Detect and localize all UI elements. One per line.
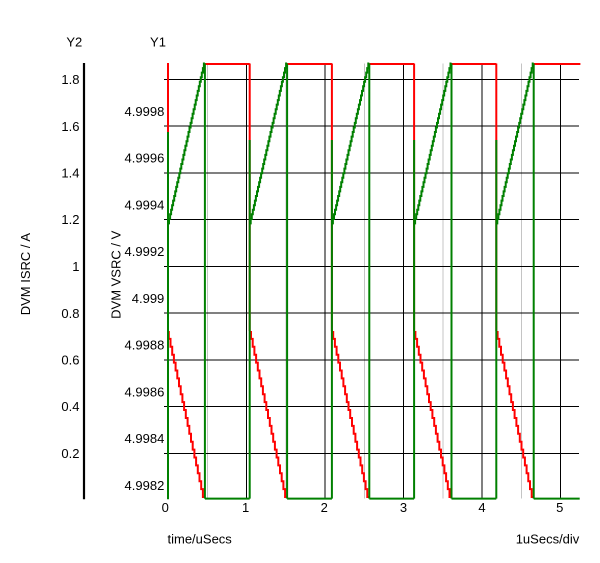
svg-text:1.4: 1.4 [61, 166, 79, 181]
svg-text:DVM ISRC / A: DVM ISRC / A [18, 233, 33, 316]
svg-text:4.9982: 4.9982 [125, 478, 165, 493]
svg-text:0.6: 0.6 [61, 353, 79, 368]
svg-text:0.4: 0.4 [61, 399, 79, 414]
svg-text:4: 4 [478, 500, 485, 515]
svg-text:4.9998: 4.9998 [125, 104, 165, 119]
svg-text:DVM VSRC / V: DVM VSRC / V [108, 230, 123, 318]
svg-text:1.8: 1.8 [61, 72, 79, 87]
svg-text:1uSecs/div: 1uSecs/div [516, 532, 580, 547]
svg-text:4.9996: 4.9996 [125, 151, 165, 166]
svg-text:5: 5 [556, 500, 563, 515]
svg-text:Y1: Y1 [150, 35, 166, 50]
svg-text:0: 0 [162, 500, 169, 515]
svg-text:4.9994: 4.9994 [125, 197, 165, 212]
svg-text:4.9992: 4.9992 [125, 244, 165, 259]
svg-text:0.2: 0.2 [61, 446, 79, 461]
svg-text:4.9988: 4.9988 [125, 338, 165, 353]
svg-text:1: 1 [242, 500, 249, 515]
svg-text:1: 1 [72, 259, 79, 274]
svg-text:4.9986: 4.9986 [125, 384, 165, 399]
svg-text:0.8: 0.8 [61, 306, 79, 321]
svg-text:2: 2 [321, 500, 328, 515]
svg-text:1.2: 1.2 [61, 212, 79, 227]
svg-text:time/uSecs: time/uSecs [168, 532, 233, 547]
svg-text:Y2: Y2 [66, 35, 82, 50]
svg-text:1.6: 1.6 [61, 119, 79, 134]
svg-text:3: 3 [400, 500, 407, 515]
svg-text:4.9984: 4.9984 [125, 431, 165, 446]
svg-text:4.999: 4.999 [132, 291, 165, 306]
